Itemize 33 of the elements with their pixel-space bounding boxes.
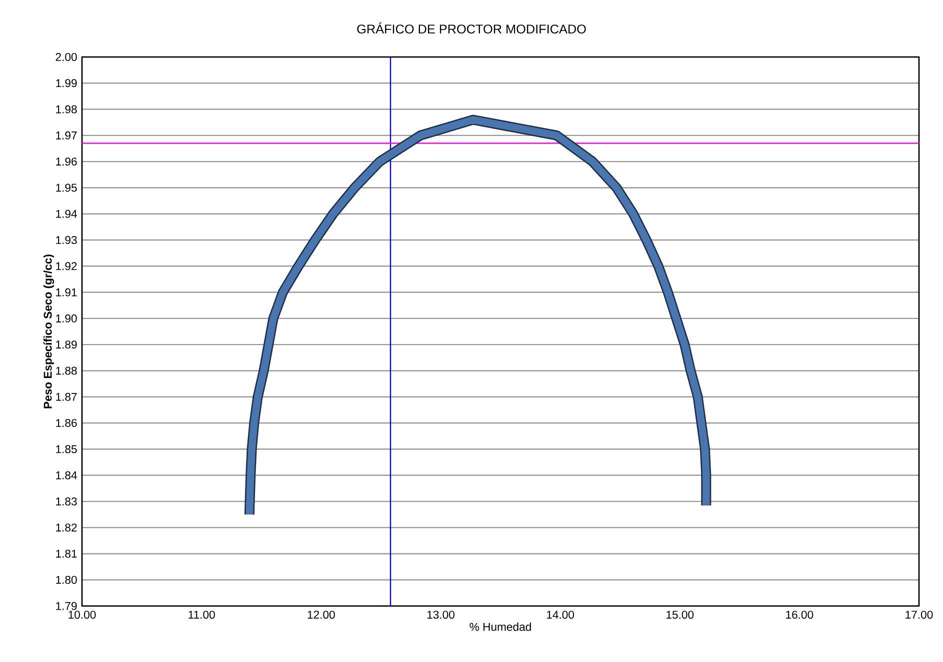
- y-tick-label: 1.93: [56, 236, 77, 244]
- y-axis-title: Peso Específico Seco (gr/cc): [43, 254, 54, 408]
- y-tick-label: 1.90: [56, 314, 77, 322]
- x-tick-label: 17.00: [906, 610, 933, 619]
- y-tick-label: 1.82: [56, 524, 77, 532]
- y-tick-label: 1.91: [56, 288, 77, 296]
- y-tick-label: 1.89: [56, 340, 77, 349]
- chart-title: GRÁFICO DE PROCTOR MODIFICADO: [357, 22, 586, 34]
- y-tick-label: 1.92: [56, 262, 77, 270]
- y-tick-label: 1.83: [56, 497, 77, 506]
- y-tick-label: 1.94: [56, 210, 77, 218]
- y-tick-label: 1.99: [56, 79, 77, 88]
- y-tick-label: 2.00: [56, 52, 77, 62]
- y-tick-label: 1.87: [56, 392, 77, 401]
- x-tick-label: 16.00: [786, 610, 814, 619]
- x-tick-label: 14.00: [546, 610, 574, 619]
- x-tick-label: 15.00: [666, 610, 694, 619]
- x-tick-label: 11.00: [188, 610, 215, 619]
- y-tick-label: 1.96: [56, 158, 77, 166]
- y-tick-label: 1.98: [56, 105, 77, 114]
- x-axis-title: % Humedad: [470, 622, 531, 631]
- x-tick-label: 10.00: [68, 610, 96, 619]
- y-tick-label: 1.86: [56, 419, 77, 428]
- y-tick-label: 1.84: [56, 471, 77, 480]
- y-tick-label: 1.95: [56, 184, 77, 192]
- x-tick-label: 12.00: [308, 610, 335, 619]
- x-tick-label: 13.00: [427, 610, 454, 619]
- y-tick-label: 1.85: [56, 445, 77, 454]
- y-tick-label: 1.88: [56, 366, 77, 375]
- y-tick-label: 1.79: [56, 602, 77, 610]
- y-tick-label: 1.81: [56, 550, 77, 558]
- y-tick-label: 1.80: [56, 576, 77, 584]
- y-tick-label: 1.97: [56, 131, 77, 140]
